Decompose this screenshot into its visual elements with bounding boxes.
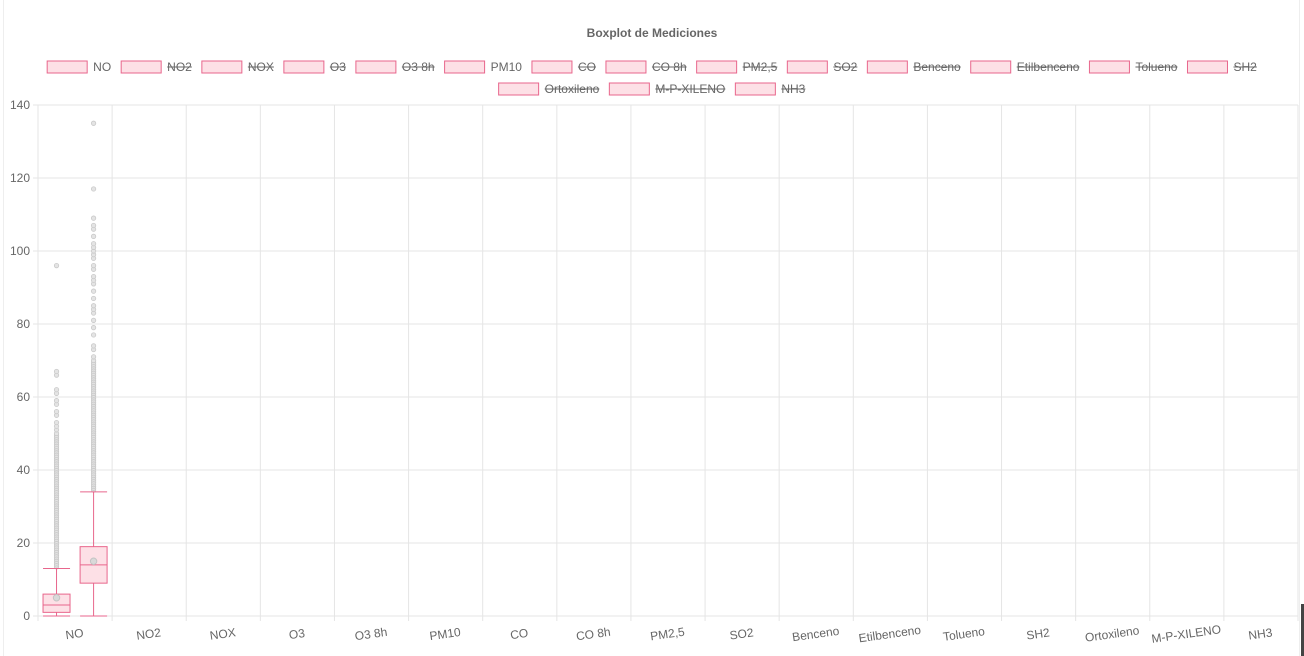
legend-item[interactable]: M-P-XILENO <box>608 82 726 96</box>
legend-label: PM10 <box>491 60 523 74</box>
y-tick-label: 120 <box>10 171 30 185</box>
x-tick-label: O3 8h <box>354 625 388 643</box>
x-tick-label: CO <box>509 626 529 642</box>
chart-title: Boxplot de Mediciones <box>586 26 718 40</box>
outlier-point <box>90 273 97 280</box>
legend-item[interactable]: SH2 <box>1186 60 1257 74</box>
x-tick-label: NH3 <box>1248 625 1274 642</box>
legend-swatch <box>46 60 88 74</box>
legend-swatch <box>1186 60 1228 74</box>
legend-swatch <box>696 60 738 74</box>
outlier-point <box>90 332 97 338</box>
legend-item[interactable]: NH3 <box>734 82 806 96</box>
outlier-point <box>90 120 97 126</box>
x-tick-label: NOX <box>209 625 237 642</box>
legend-item[interactable]: CO 8h <box>605 60 687 74</box>
x-tick-label: NO2 <box>135 625 162 642</box>
legend-swatch <box>355 60 397 74</box>
outlier-point <box>90 233 97 239</box>
outlier-point <box>90 288 97 294</box>
outlier-point <box>53 419 60 426</box>
legend-item[interactable]: PM10 <box>444 60 523 74</box>
grid <box>33 104 1299 621</box>
x-tick-label: PM10 <box>429 625 462 643</box>
outlier-point <box>53 398 60 404</box>
x-tick-label: Etilbenceno <box>858 623 922 646</box>
outlier-point <box>90 303 97 309</box>
x-tick-label: NO <box>65 626 85 642</box>
y-tick-label: 100 <box>10 244 30 258</box>
outlier-point <box>90 343 97 349</box>
legend-swatch <box>283 60 325 74</box>
legend-item[interactable]: Benceno <box>866 60 961 74</box>
y-tick-label: 80 <box>17 317 31 331</box>
legend-swatch <box>608 82 650 96</box>
outlier-point <box>53 262 60 269</box>
legend-swatch <box>498 82 540 96</box>
outlier-point <box>90 354 97 360</box>
outlier-point <box>90 186 97 192</box>
legend-swatch <box>120 60 162 74</box>
y-tick-label: 60 <box>17 390 31 404</box>
plot-area <box>42 120 108 617</box>
outlier-point <box>90 215 97 221</box>
legend-item[interactable]: PM2,5 <box>696 60 778 74</box>
scrollbar-handle[interactable] <box>1301 604 1304 656</box>
x-axis: NO NO2 NOX O3 O3 8h PM10 CO CO 8h PM2,5 SO2 Bencen… <box>65 622 1274 646</box>
legend-swatch <box>786 60 828 74</box>
y-tick-label: 40 <box>17 463 31 477</box>
legend-item[interactable]: SO2 <box>786 60 858 74</box>
legend: NO NO2 NOX O3 O3 8h PM10 CO CO 8h PM2,5 SO2 Bencen… <box>46 60 1257 96</box>
legend-item[interactable]: CO <box>531 60 596 74</box>
legend-swatch <box>734 82 776 96</box>
legend-item[interactable]: Tolueno <box>1088 60 1178 74</box>
legend-swatch <box>531 60 573 74</box>
outlier-point <box>90 295 97 302</box>
x-tick-label: Ortoxileno <box>1084 623 1140 645</box>
y-tick-label: 20 <box>17 536 31 550</box>
outlier-point <box>90 325 97 331</box>
legend-swatch <box>1088 60 1130 74</box>
mean-point <box>89 557 98 565</box>
legend-item[interactable]: Etilbenceno <box>970 60 1080 74</box>
legend-swatch <box>866 60 908 74</box>
outlier-point <box>90 317 97 323</box>
x-tick-label: O3 <box>288 626 306 642</box>
legend-swatch <box>444 60 486 74</box>
x-tick-label: CO 8h <box>575 625 611 644</box>
y-tick-label: 0 <box>23 609 30 623</box>
outlier-point <box>53 387 60 393</box>
outlier-point <box>53 408 60 415</box>
legend-label: NO <box>93 60 111 74</box>
x-tick-label: SO2 <box>729 625 755 642</box>
legend-item[interactable]: NOX <box>201 60 274 74</box>
boxplot-no <box>42 262 71 617</box>
x-tick-label: SH2 <box>1025 625 1050 642</box>
x-tick-label: Benceno <box>791 624 840 645</box>
legend-swatch <box>201 60 243 74</box>
legend-item[interactable]: NO2 <box>120 60 192 74</box>
legend-item[interactable]: NO <box>46 60 111 74</box>
legend-item[interactable]: Ortoxileno <box>498 82 600 96</box>
outlier-point <box>90 262 97 269</box>
legend-swatch <box>970 60 1012 74</box>
y-tick-label: 140 <box>10 98 30 112</box>
legend-item[interactable]: O3 8h <box>355 60 435 74</box>
x-tick-label: Tolueno <box>942 624 986 644</box>
mean-point <box>52 594 61 602</box>
outlier-point <box>90 222 97 229</box>
x-tick-label: PM2,5 <box>649 625 686 644</box>
legend-swatch <box>605 60 647 74</box>
y-axis: 0 20 40 60 80 100 120 140 <box>10 98 30 623</box>
boxplot-pm10 <box>79 120 108 617</box>
outlier-point <box>90 241 97 247</box>
legend-item[interactable]: O3 <box>283 60 346 74</box>
x-tick-label: M-P-XILENO <box>1151 622 1222 646</box>
outlier-point <box>53 368 60 375</box>
